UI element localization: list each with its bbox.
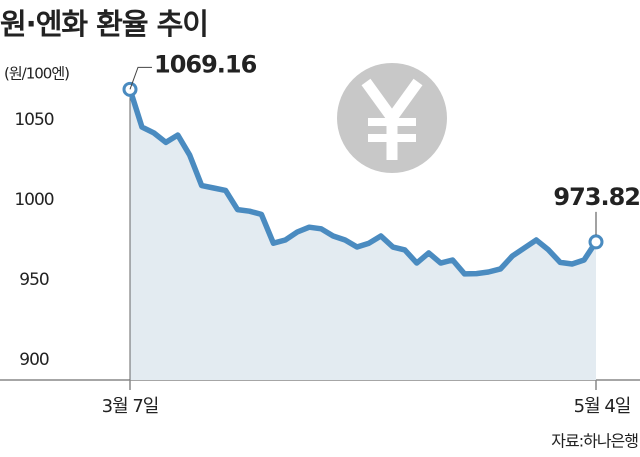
value-label: 1069.16	[154, 50, 257, 78]
y-tick-label: 1050	[14, 110, 53, 130]
source: 자료:하나은행	[551, 432, 638, 451]
point	[588, 234, 604, 250]
value-label: 973.82	[553, 183, 640, 211]
y-tick-label: 900	[19, 350, 49, 370]
y-tick-label: 950	[19, 270, 49, 290]
y-axis-unit: (원/100엔)	[4, 65, 69, 83]
x-tick-label: 3월 7일	[102, 396, 159, 417]
y-tick-label: 1000	[14, 190, 53, 210]
line	[127, 86, 599, 277]
chart-title: 원·엔화 환율 추이	[0, 7, 208, 41]
area	[130, 89, 596, 381]
yen-icon	[337, 63, 447, 173]
leader	[129, 66, 152, 90]
x-tick-label: 5월 4일	[574, 396, 631, 417]
